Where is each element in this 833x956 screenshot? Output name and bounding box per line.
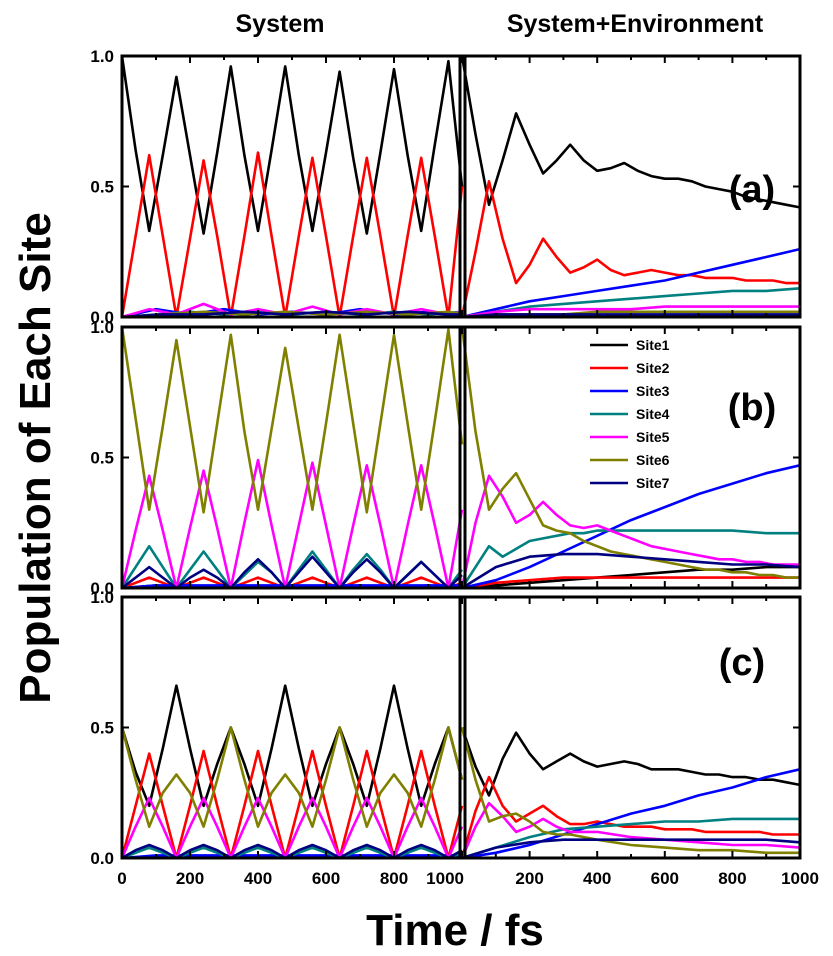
series-environment-site5-panel-a <box>461 305 800 317</box>
legend-item-site5: Site5 <box>590 429 670 445</box>
y-tick-label: 0.0 <box>90 308 114 327</box>
series-environment-site3-panel-b <box>461 464 800 588</box>
legend-label: Site7 <box>636 475 670 491</box>
legend-item-site4: Site4 <box>590 406 670 422</box>
panel-label-c: (c) <box>719 642 765 684</box>
legend-label: Site2 <box>636 360 670 376</box>
panel-c: 0.0 0.5 1.0 (c) 0 200 400 600 800 1000 200 400 600 80… <box>90 588 819 888</box>
series-system-site5-panel-c <box>122 796 464 858</box>
x-tick-label: 200 <box>515 869 543 888</box>
series-system-site1-panel-a <box>122 56 464 235</box>
x-axis-label: Time / fs <box>366 906 544 955</box>
y-tick-label: 1.0 <box>90 318 114 337</box>
x-tick-label: 800 <box>380 869 408 888</box>
series-environment-site4-panel-a <box>461 287 800 317</box>
x-tick-label: 400 <box>244 869 272 888</box>
panel-a: 0.0 0.5 1.0 (a) <box>90 47 802 327</box>
y-axis-label: Population of Each Site <box>11 212 60 703</box>
series-environment-site1-panel-c <box>460 727 800 797</box>
legend-label: Site6 <box>636 452 670 468</box>
series-environment-site2-panel-b <box>461 576 800 588</box>
legend-item-site3: Site3 <box>590 383 670 399</box>
series-system-site6-panel-c <box>122 726 464 828</box>
series-system-site5-panel-b <box>122 458 464 588</box>
x-tick-label: 1000 <box>426 869 464 888</box>
series-system-site7-panel-b <box>122 555 463 588</box>
legend-label: Site4 <box>636 406 670 422</box>
series-system-site6-panel-b <box>122 327 464 514</box>
series-system-site2-panel-a <box>122 151 464 317</box>
x-tick-label: 0 <box>117 869 126 888</box>
legend-item-site2: Site2 <box>590 360 670 376</box>
y-tick-label: 1.0 <box>90 47 114 66</box>
y-tick-label: 0.5 <box>90 449 114 468</box>
y-tick-label: 0.5 <box>90 719 114 738</box>
y-tick-label: 1.0 <box>90 588 114 607</box>
series-environment-site3-panel-a <box>461 247 800 317</box>
x-tick-label: 200 <box>176 869 204 888</box>
y-tick-label: 0.0 <box>90 849 114 868</box>
column-title-environment: System+Environment <box>507 10 764 38</box>
legend-item-site7: Site7 <box>590 475 670 491</box>
panel-b: 0.0 0.5 1.0 (b) <box>90 318 802 598</box>
legend-item-site6: Site6 <box>590 452 670 468</box>
series-environment-site6-panel-b <box>460 327 800 579</box>
series-environment-site5-panel-c <box>460 801 800 858</box>
y-tick-label: 0.0 <box>90 579 114 598</box>
series-environment-site2-panel-c <box>460 775 800 858</box>
legend: Site1 Site2 Site3 Site4 Site5 Site6 Site7 <box>590 337 670 491</box>
x-tick-label: 1000 <box>781 869 819 888</box>
series-environment-site4-panel-c <box>461 817 800 858</box>
panel-label-b: (b) <box>728 387 777 429</box>
series-environment-site1-panel-a <box>460 56 800 209</box>
column-title-system: System <box>236 10 325 38</box>
x-tick-label: 800 <box>718 869 746 888</box>
series-system-site2-panel-c <box>122 749 464 858</box>
legend-item-site1: Site1 <box>590 337 670 353</box>
panels: 0.0 0.5 1.0 (a) 0.0 0.5 1.0 (b) 0.0 0.5 1.0 (c) 0 200… <box>90 47 819 888</box>
series-environment-site6-panel-c <box>460 727 800 855</box>
y-tick-label: 0.5 <box>90 178 114 197</box>
series-environment-site7-panel-c <box>461 838 800 858</box>
x-tick-label: 600 <box>312 869 340 888</box>
series-system-site1-panel-c <box>122 684 464 808</box>
series-environment-site2-panel-a <box>460 180 800 317</box>
legend-label: Site5 <box>636 429 670 445</box>
series-environment-site5-panel-b <box>460 474 800 588</box>
panel-label-a: (a) <box>729 169 775 211</box>
legend-label: Site3 <box>636 383 670 399</box>
x-tick-label: 600 <box>651 869 679 888</box>
legend-label: Site1 <box>636 337 670 353</box>
series-environment-site1-panel-b <box>461 565 800 588</box>
x-tick-label: 400 <box>583 869 611 888</box>
series-environment-site3-panel-c <box>461 768 800 858</box>
series-environment-site7-panel-b <box>461 552 800 588</box>
